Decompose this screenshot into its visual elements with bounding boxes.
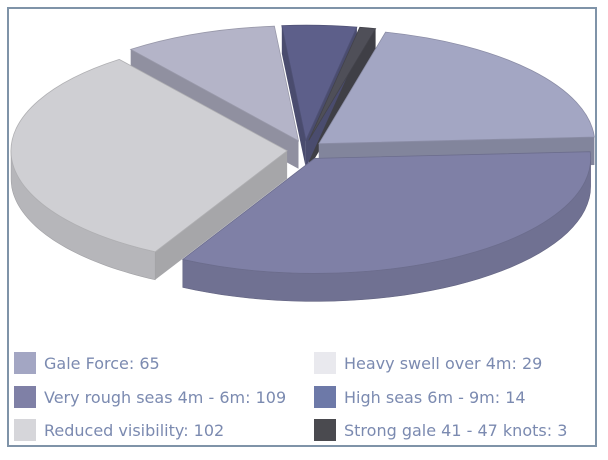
legend-swatch-very-rough-seas [14,386,36,408]
legend-swatch-reduced-visibility [14,419,36,441]
pie-slice-gale-force [318,31,595,145]
legend-item-reduced-visibility: Reduced visibility: 102 [14,417,224,443]
legend-swatch-high-seas [314,386,336,408]
legend-swatch-gale-force [14,352,36,374]
legend-swatch-strong-gale [314,419,336,441]
legend-label-heavy-swell: Heavy swell over 4m: 29 [344,353,543,373]
pie-slice-strong-gale-41-47-knots [308,26,377,141]
pie-cut-high-seas-6m-9m-0 [281,25,306,169]
legend-label-very-rough-seas: Very rough seas 4m - 6m: 109 [44,387,287,407]
legend-item-strong-gale: Strong gale 41 - 47 knots: 3 [314,417,567,443]
legend-item-gale-force: Gale Force: 65 [14,350,160,376]
pie-cut-reduced-visibility-0 [155,150,288,280]
legend-label-reduced-visibility: Reduced visibility: 102 [44,420,225,440]
pie-slice-very-rough-seas-4m-6m [181,151,592,274]
legend: Gale Force: 65 Heavy swell over 4m: 29 V… [14,350,594,446]
legend-label-gale-force: Gale Force: 65 [44,353,160,373]
legend-item-very-rough-seas: Very rough seas 4m - 6m: 109 [14,384,286,410]
pie-slice-high-seas-6m-9m [281,24,358,142]
legend-label-high-seas: High seas 6m - 9m: 14 [344,387,526,407]
pie-chart [10,24,595,302]
pie-tops [10,24,595,274]
legend-swatch-heavy-swell [314,352,336,374]
pie-slice-reduced-visibility [10,58,288,253]
legend-item-heavy-swell: Heavy swell over 4m: 29 [314,350,542,376]
legend-label-strong-gale: Strong gale 41 - 47 knots: 3 [344,420,568,440]
pie-slice-heavy-swell-over-4m [129,25,300,142]
legend-item-high-seas: High seas 6m - 9m: 14 [314,384,526,410]
